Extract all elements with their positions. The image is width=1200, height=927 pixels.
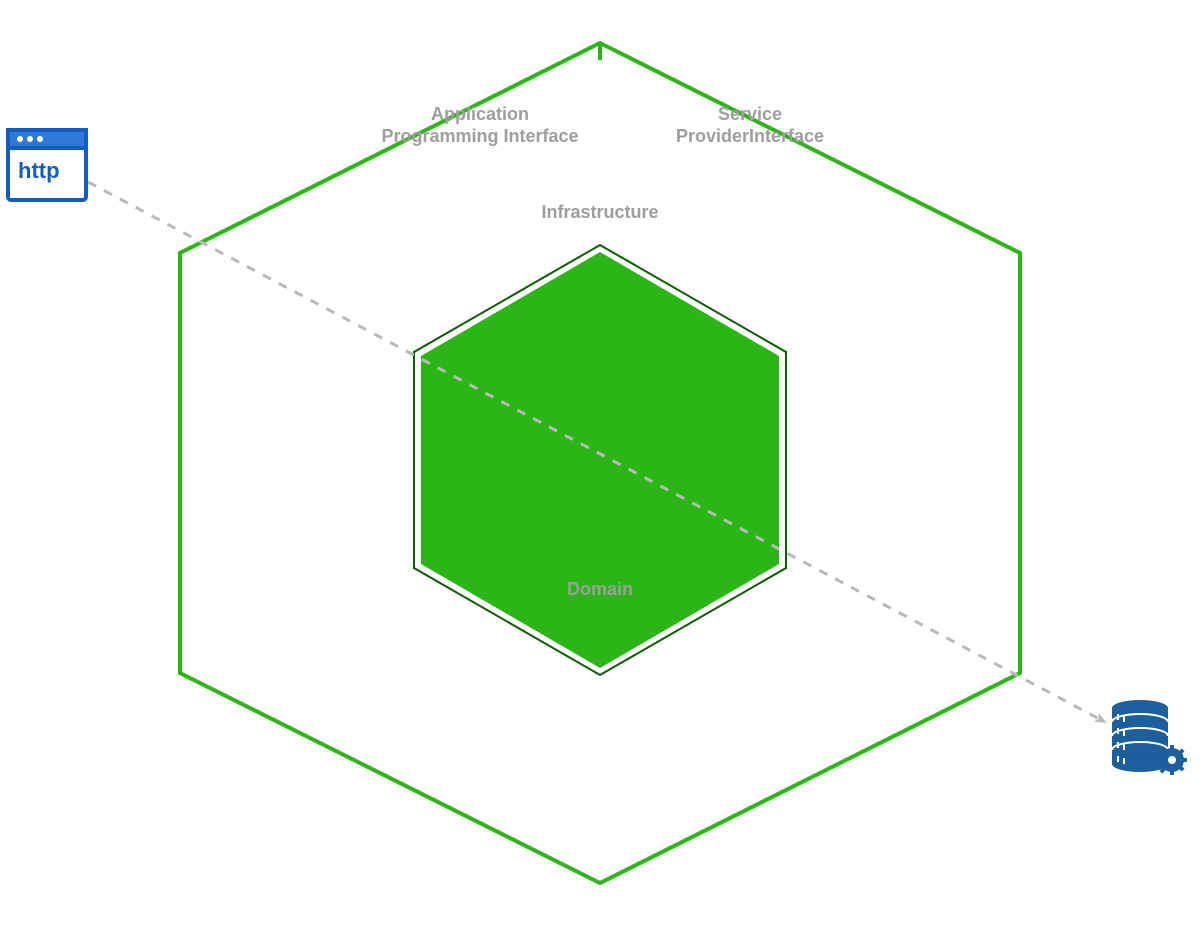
api-label-line2: Programming Interface xyxy=(381,126,578,146)
http-icon-label: http xyxy=(18,158,60,183)
domain-label: Domain xyxy=(567,579,633,599)
hexagonal-architecture-diagram: Application Programming Interface Servic… xyxy=(0,0,1200,927)
infrastructure-label: Infrastructure xyxy=(541,202,658,222)
api-label-line1: Application xyxy=(431,104,529,124)
http-browser-icon: http xyxy=(8,130,86,200)
database-gear-icon xyxy=(1112,700,1187,775)
gear-icon xyxy=(1157,745,1187,775)
spi-label-line2: ProviderInterface xyxy=(676,126,824,146)
spi-label-line1: Service xyxy=(718,104,782,124)
inner-hexagon-fill xyxy=(421,252,779,668)
